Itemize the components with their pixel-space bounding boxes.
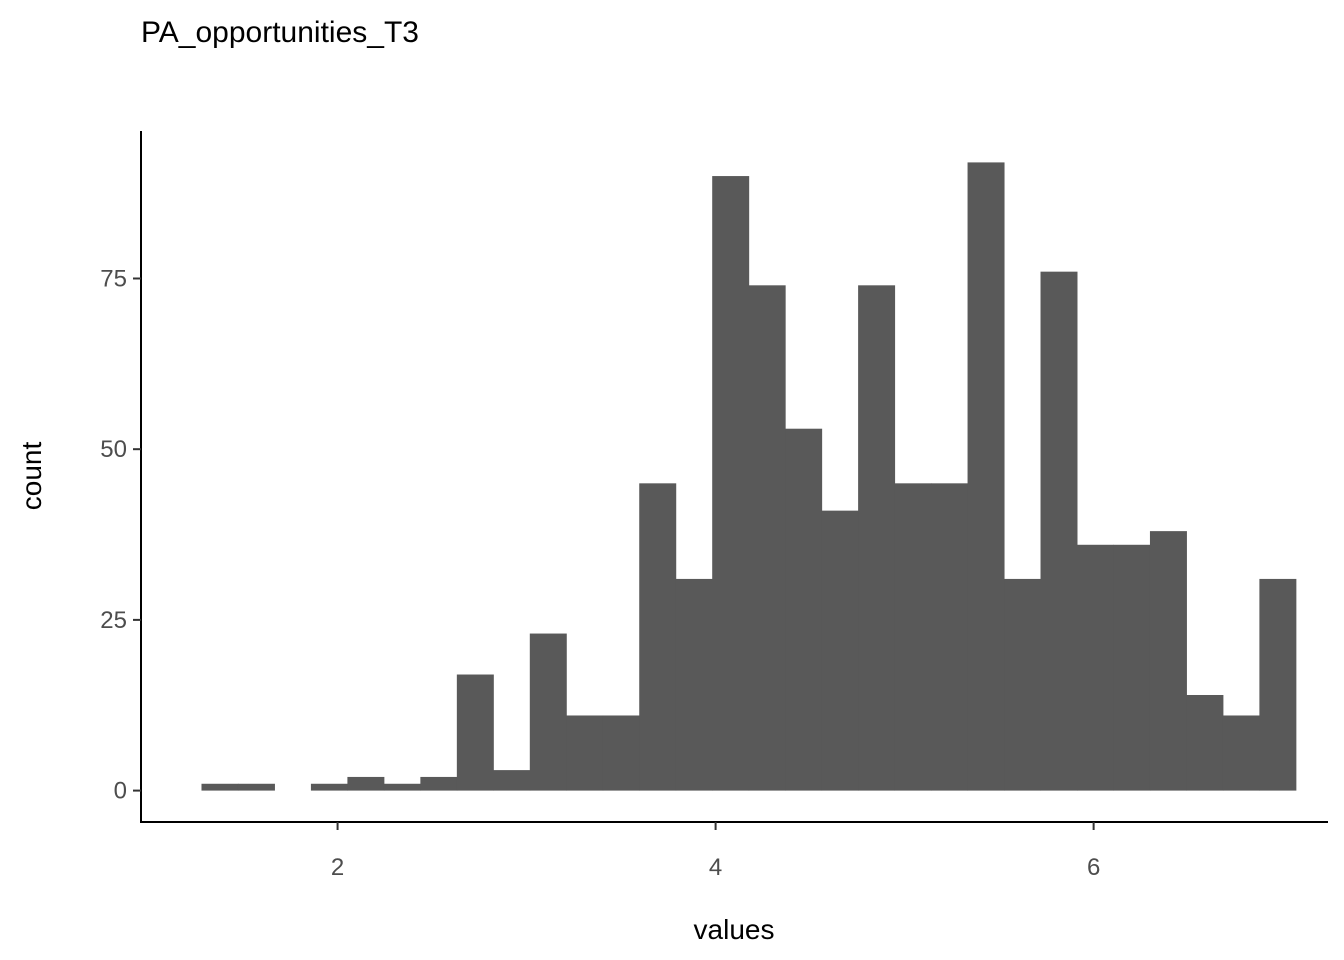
histogram-bar-7 [456,674,494,791]
y-tick-label-50: 50 [100,436,127,463]
histogram-bar-29 [1259,578,1297,791]
histogram-bar-21 [967,162,1005,791]
histogram-bar-14 [712,176,750,791]
histogram-bar-8 [493,770,531,791]
histogram-bar-27 [1186,694,1224,791]
histogram-bar-19 [894,483,932,791]
histogram-bar-6 [420,776,458,791]
histogram-bars [201,162,1297,791]
x-axis-ticks: 2 4 6 [331,822,1100,881]
histogram-bar-23 [1040,271,1078,791]
histogram-bar-26 [1149,531,1187,791]
histogram-bar-16 [785,428,823,791]
histogram-bar-15 [748,285,786,791]
x-tick-label-2: 2 [331,854,344,881]
y-axis-title: count [16,442,47,511]
chart-title: PA_opportunities_T3 [141,16,419,49]
histogram-bar-17 [821,510,859,791]
histogram-bar-12 [639,483,677,791]
y-axis-ticks: 0 25 50 75 [100,265,141,805]
y-tick-label-75: 75 [100,265,127,292]
histogram-bar-4 [347,776,385,791]
histogram-bar-0 [201,783,239,791]
y-tick-label-0: 0 [114,778,127,805]
histogram-bar-11 [602,715,640,791]
histogram-bar-13 [675,578,713,791]
histogram-bar-1 [237,783,275,791]
histogram-bar-24 [1076,544,1114,791]
histogram-bar-28 [1222,715,1260,791]
x-tick-label-4: 4 [709,854,722,881]
histogram-bar-18 [858,285,896,791]
histogram-bar-22 [1004,578,1042,791]
histogram-bar-25 [1113,544,1151,791]
x-tick-label-6: 6 [1087,854,1100,881]
histogram-bar-9 [529,633,567,791]
histogram-bar-5 [383,783,421,791]
x-axis-title: values [694,914,775,945]
y-tick-label-25: 25 [100,607,127,634]
histogram-bar-10 [566,715,604,791]
histogram-bar-3 [310,783,348,791]
histogram-bar-20 [931,483,969,791]
